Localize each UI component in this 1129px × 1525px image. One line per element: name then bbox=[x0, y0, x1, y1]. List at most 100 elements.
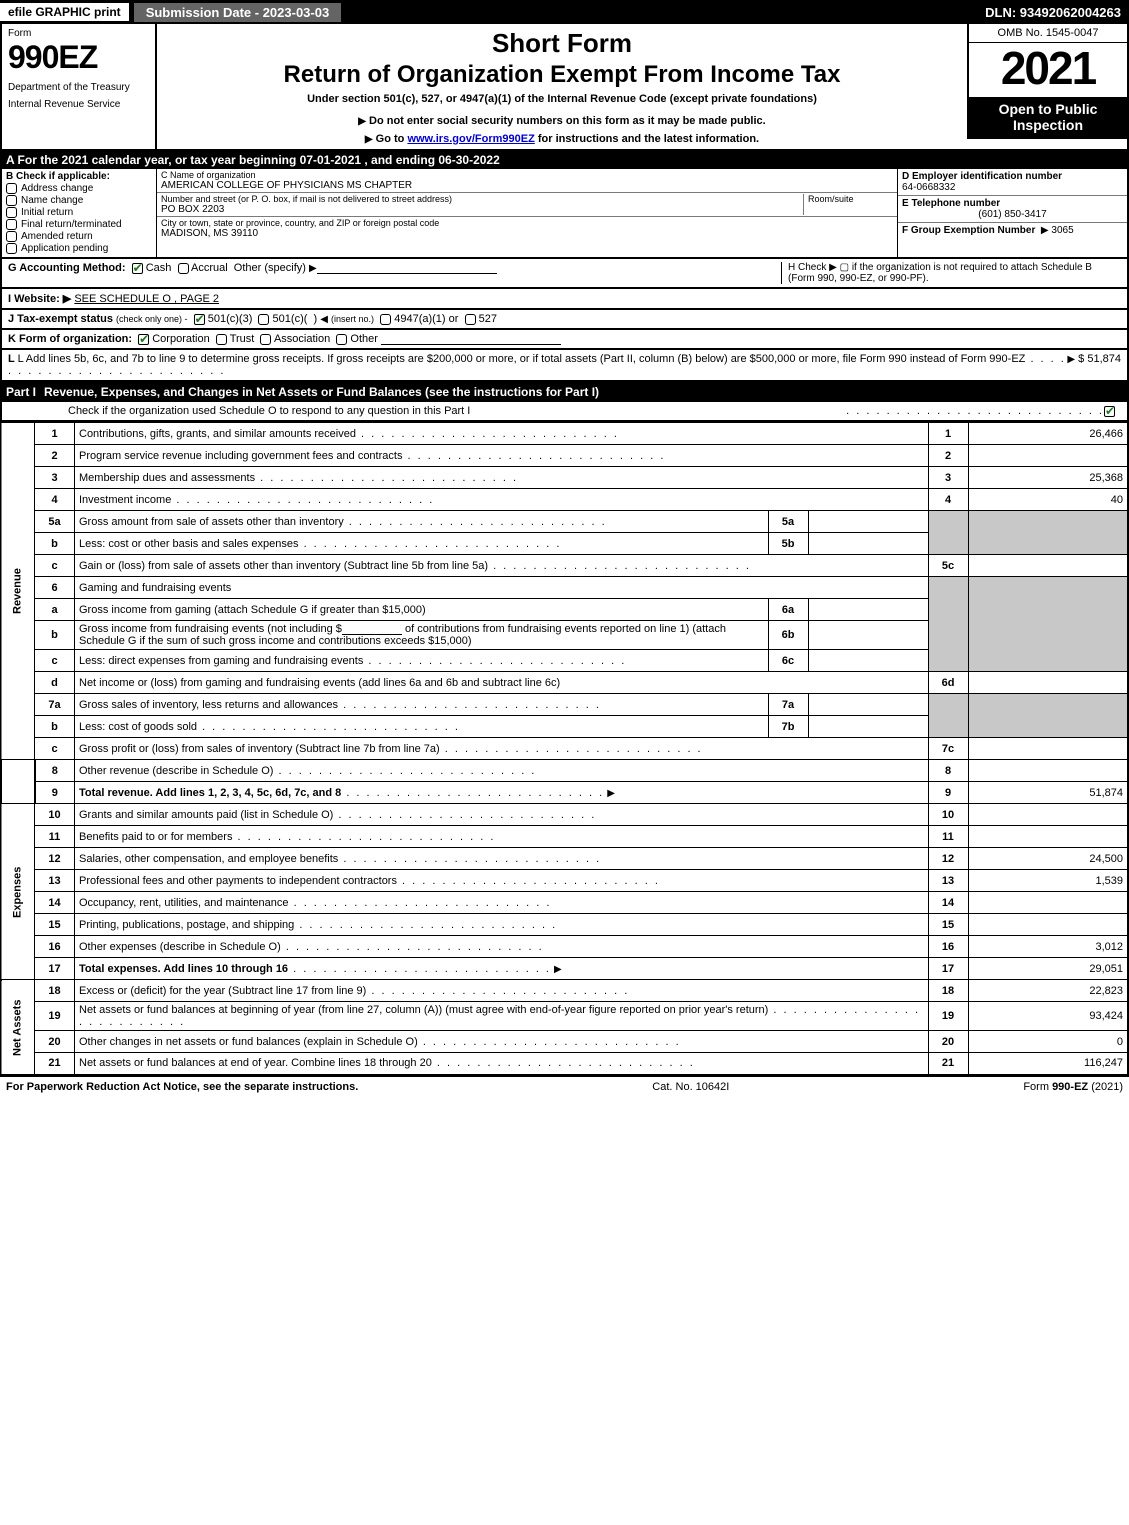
omb-number: OMB No. 1545-0047 bbox=[967, 24, 1127, 43]
submission-date-label: Submission Date - 2023-03-03 bbox=[133, 2, 343, 23]
dots-icon bbox=[846, 405, 1104, 417]
check-amended-return[interactable]: Amended return bbox=[6, 231, 152, 242]
check-initial-return[interactable]: Initial return bbox=[6, 207, 152, 218]
checkbox-cash-icon[interactable] bbox=[132, 263, 143, 274]
dots-icon bbox=[418, 1036, 681, 1048]
website-label: I Website: ▶ bbox=[8, 293, 71, 305]
line-desc: Occupancy, rent, utilities, and maintena… bbox=[79, 897, 289, 909]
opt-501c-b: ) bbox=[314, 313, 318, 325]
check-application-pending[interactable]: Application pending bbox=[6, 243, 152, 254]
dots-icon bbox=[356, 428, 619, 440]
section-e-row: E Telephone number (601) 850-3417 bbox=[898, 196, 1127, 223]
tax-year: 2021 bbox=[967, 43, 1127, 97]
dots-icon bbox=[273, 765, 536, 777]
line-desc: Gross amount from sale of assets other t… bbox=[79, 516, 344, 528]
line-desc: Contributions, gifts, grants, and simila… bbox=[79, 428, 356, 440]
line-num: 14 bbox=[35, 892, 75, 914]
checkbox-accrual-icon[interactable] bbox=[178, 263, 189, 274]
line-num: b bbox=[35, 533, 75, 555]
line-num: b bbox=[35, 716, 75, 738]
city-row: City or town, state or province, country… bbox=[157, 217, 897, 240]
other-specify-blank bbox=[317, 262, 497, 274]
line-num: 16 bbox=[35, 936, 75, 958]
open-public-badge: Open to Public Inspection bbox=[967, 97, 1127, 139]
department-label: Department of the Treasury bbox=[8, 82, 149, 93]
line-subval bbox=[808, 694, 928, 716]
schedule-o-checkbox-icon[interactable] bbox=[1104, 406, 1115, 417]
section-a-tax-year: A For the 2021 calendar year, or tax yea… bbox=[0, 151, 1129, 169]
check-label: Address change bbox=[21, 183, 93, 194]
line-value: 24,500 bbox=[968, 848, 1128, 870]
triangle-right-icon bbox=[309, 262, 317, 274]
line-desc: Other revenue (describe in Schedule O) bbox=[79, 765, 273, 777]
checkbox-assoc-icon[interactable] bbox=[260, 334, 271, 345]
section-i-row: I Website: ▶ SEE SCHEDULE O , PAGE 2 bbox=[0, 289, 1129, 310]
line-desc: Membership dues and assessments bbox=[79, 472, 255, 484]
line-num: b bbox=[35, 621, 75, 650]
line-rnum: 9 bbox=[928, 782, 968, 804]
line-rnum: 4 bbox=[928, 489, 968, 511]
line-rnum: 1 bbox=[928, 423, 968, 445]
paperwork-notice: For Paperwork Reduction Act Notice, see … bbox=[6, 1081, 358, 1093]
checkbox-501c-icon[interactable] bbox=[258, 314, 269, 325]
checkbox-trust-icon[interactable] bbox=[216, 334, 227, 345]
checkbox-corp-icon[interactable] bbox=[138, 334, 149, 345]
checkbox-icon bbox=[6, 183, 17, 194]
line-num: 12 bbox=[35, 848, 75, 870]
opt-4947: 4947(a)(1) or bbox=[394, 313, 458, 325]
form-reference: Form 990-EZ (2021) bbox=[1023, 1081, 1123, 1093]
line-rnum: 15 bbox=[928, 914, 968, 936]
checkbox-527-icon[interactable] bbox=[465, 314, 476, 325]
telephone-label: E Telephone number bbox=[902, 198, 1123, 209]
dots-icon bbox=[299, 538, 562, 550]
irs-link[interactable]: www.irs.gov/Form990EZ bbox=[407, 133, 534, 145]
checkbox-4947-icon[interactable] bbox=[380, 314, 391, 325]
checkbox-other-icon[interactable] bbox=[336, 334, 347, 345]
opt-501c-a: 501(c)( bbox=[273, 313, 308, 325]
ssn-notice-text: Do not enter social security numbers on … bbox=[369, 115, 766, 127]
line-subval bbox=[808, 599, 928, 621]
form-org-label: K Form of organization: bbox=[8, 333, 132, 345]
dots-icon bbox=[402, 450, 665, 462]
efile-print-label[interactable]: efile GRAPHIC print bbox=[0, 3, 129, 21]
line-desc: Other expenses (describe in Schedule O) bbox=[79, 941, 281, 953]
line-value: 25,368 bbox=[968, 467, 1128, 489]
ein-label: D Employer identification number bbox=[902, 171, 1123, 182]
check-name-change[interactable]: Name change bbox=[6, 195, 152, 206]
goto-prefix: Go to bbox=[376, 133, 408, 145]
line-subnum: 7b bbox=[768, 716, 808, 738]
line-subval bbox=[808, 511, 928, 533]
shaded-cell bbox=[968, 694, 1128, 738]
checkbox-501c3-icon[interactable] bbox=[194, 314, 205, 325]
line-num: d bbox=[35, 672, 75, 694]
line-num: a bbox=[35, 599, 75, 621]
return-title: Return of Organization Exempt From Incom… bbox=[284, 61, 841, 89]
expenses-side-label: Expenses bbox=[1, 804, 35, 980]
telephone-value: (601) 850-3417 bbox=[902, 209, 1123, 220]
group-exemption-value: 3065 bbox=[1051, 225, 1073, 236]
line-value: 0 bbox=[968, 1031, 1128, 1053]
checkbox-icon bbox=[6, 243, 17, 254]
check-final-return[interactable]: Final return/terminated bbox=[6, 219, 152, 230]
form-ref-bold: 990-EZ bbox=[1052, 1081, 1088, 1093]
line-num: 9 bbox=[35, 782, 75, 804]
group-exemption-label: F Group Exemption Number bbox=[902, 225, 1035, 236]
line-desc: Benefits paid to or for members bbox=[79, 831, 232, 843]
line-subnum: 7a bbox=[768, 694, 808, 716]
org-name: AMERICAN COLLEGE OF PHYSICIANS MS CHAPTE… bbox=[161, 180, 412, 191]
check-address-change[interactable]: Address change bbox=[6, 183, 152, 194]
line-desc: Less: cost or other basis and sales expe… bbox=[79, 538, 299, 550]
line-num: 7a bbox=[35, 694, 75, 716]
form-word: Form bbox=[8, 28, 149, 39]
line-rnum: 14 bbox=[928, 892, 968, 914]
line-desc: Grants and similar amounts paid (list in… bbox=[79, 809, 333, 821]
cat-no: Cat. No. 10642I bbox=[652, 1081, 729, 1093]
line-num: c bbox=[35, 555, 75, 577]
line-num: 1 bbox=[35, 423, 75, 445]
line-subval bbox=[808, 533, 928, 555]
check-label: Application pending bbox=[21, 243, 108, 254]
line-num: 3 bbox=[35, 467, 75, 489]
line-subnum: 5b bbox=[768, 533, 808, 555]
line-subnum: 6c bbox=[768, 650, 808, 672]
line-desc: Net assets or fund balances at beginning… bbox=[79, 1004, 768, 1016]
